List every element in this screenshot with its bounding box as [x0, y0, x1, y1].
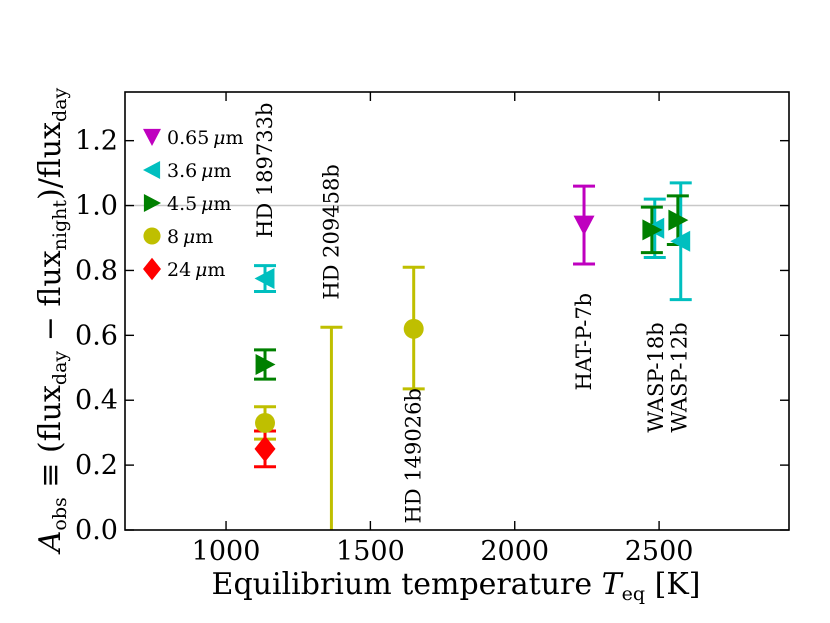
planet-label: HAT-P-7b: [572, 293, 596, 391]
legend-unit-m: m: [213, 193, 231, 215]
legend-unit-mu: μ: [201, 160, 213, 182]
x-tick-label: 1500: [336, 536, 405, 567]
planet-label: HD 209458b: [319, 164, 343, 299]
legend-label: 3.6 μm: [167, 160, 231, 182]
x-tick-label: 2500: [625, 536, 694, 567]
y-tick-label: 0.8: [75, 255, 118, 286]
legend-unit-m: m: [225, 127, 243, 149]
x-tick-label: 1000: [192, 536, 261, 567]
legend-unit-m: m: [195, 226, 213, 248]
legend-marker: [143, 227, 161, 245]
x-label-main: Equilibrium temperature: [212, 567, 602, 602]
data-point: [642, 219, 663, 241]
y-label-minus: − flux: [33, 250, 68, 351]
data-point: [255, 412, 275, 433]
y-label-a: A: [33, 531, 68, 556]
y-tick-label: 0.4: [75, 385, 118, 416]
planet-label: HD 189733b: [253, 103, 277, 238]
y-label-slash: )/flux: [33, 122, 68, 200]
legend-marker: [143, 257, 161, 281]
data-point: [670, 230, 691, 252]
legend-label: 24 μm: [167, 259, 225, 281]
data-point: [573, 215, 595, 236]
legend-unit-mu: μ: [201, 193, 213, 215]
x-tick-label: 2000: [480, 536, 549, 567]
planet-label: WASP-12b: [667, 322, 691, 432]
planet-label-group: HD 189733b HD 209458b HD 149026b HAT-P-7b WA…: [253, 103, 691, 524]
legend-unit-mu: μ: [195, 259, 207, 281]
legend-unit-mu: μ: [183, 226, 195, 248]
x-label-unit: [K]: [645, 567, 700, 602]
axes-group: 1000 1500 2000 2500 0.0 0.2 0.4 0.6 0.8 1.0 1.2: [75, 91, 790, 567]
data-point: [254, 435, 276, 463]
axes-frame: [124, 91, 790, 531]
planet-label: HD 149026b: [402, 388, 426, 523]
planet-label: WASP-18b: [644, 322, 668, 432]
legend-label: 0.65 μm: [167, 127, 244, 149]
y-tick-label: 1.0: [75, 191, 118, 222]
legend-label: 8 μm: [167, 226, 213, 248]
legend-label: 4.5 μm: [167, 193, 231, 215]
legend-marker: [143, 128, 161, 146]
y-label-day1: day: [49, 351, 71, 385]
data-point: [403, 318, 424, 339]
data-point: [668, 209, 689, 231]
y-tick-label: 1.2: [75, 126, 118, 157]
legend-unit-m: m: [213, 160, 231, 182]
data-point: [254, 268, 275, 290]
marker-group: [254, 209, 691, 463]
x-label-sub: eq: [622, 583, 645, 605]
y-label-day2: day: [49, 87, 71, 121]
y-axis-label: Aobs ≡ (fluxday − fluxnight)/fluxday: [33, 87, 71, 555]
legend-marker: [143, 161, 161, 179]
y-tick-label: 0.6: [75, 320, 118, 351]
legend-marker: [143, 194, 161, 212]
y-label-night: night: [49, 200, 71, 251]
x-axis-label: Equilibrium temperature Teq [K]: [212, 567, 701, 605]
y-tick-label: 0.2: [75, 450, 118, 481]
y-label-equiv: ≡ (flux: [33, 385, 68, 497]
y-label-a-sub: obs: [49, 497, 71, 530]
data-point: [255, 354, 276, 376]
y-tick-label: 0.0: [75, 515, 118, 546]
legend-unit-m: m: [207, 259, 225, 281]
legend-unit-mu: μ: [213, 127, 225, 149]
x-label-var: T: [602, 567, 624, 602]
legend: 0.65 μm 3.6 μm 4.5 μm 8 μm 24 μm: [143, 127, 244, 281]
